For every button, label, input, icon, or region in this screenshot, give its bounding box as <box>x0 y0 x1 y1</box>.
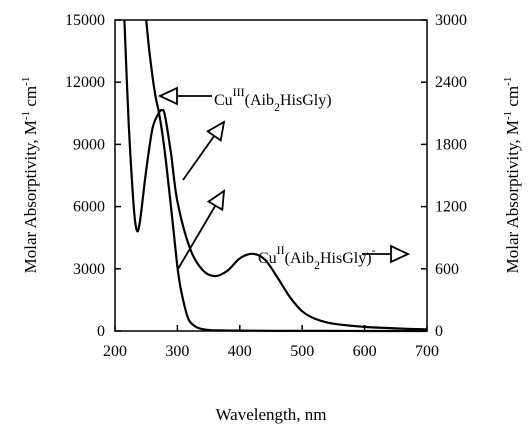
arrow-cu3-left-head <box>157 86 178 106</box>
annotation-base: Cu <box>258 250 277 267</box>
annotation-charge: - <box>372 243 376 257</box>
annotation-cu2: CuII(Aib2HisGly)- <box>258 243 376 272</box>
plot-frame <box>114 19 428 332</box>
right-y-tick-label: 0 <box>435 323 443 340</box>
arrow-cu3-up <box>182 120 226 181</box>
x-tick-label: 700 <box>415 343 439 360</box>
annotation-subscript: 2 <box>314 258 320 272</box>
right-y-tick-label: 1800 <box>435 136 467 153</box>
left-y-tick-label: 9000 <box>73 136 105 153</box>
left-y-title-unit: cm <box>21 86 40 111</box>
annotation-tail: HisGly) <box>280 92 332 109</box>
left-y-title-exp-a: -1 <box>20 111 32 120</box>
right-y-tick-label: 3000 <box>435 12 467 29</box>
arrow-cu3-up-head <box>206 120 226 143</box>
left-y-title-exp-b: -1 <box>20 77 32 86</box>
x-tick-label: 600 <box>353 343 377 360</box>
right-y-title-main: Molar Absorptivity, M <box>503 120 522 273</box>
arrow-cu3-left <box>157 86 212 106</box>
series-line-cu2 <box>123 19 428 331</box>
ticks: 200 300 400 500 600 7000300060009000120001500… <box>65 12 467 360</box>
arrow-cu2-right <box>362 244 411 264</box>
annotation-superscript: II <box>277 243 285 257</box>
annotation-cu3: CuIII(Aib2HisGly) <box>214 85 332 114</box>
arrow-cu2-up-shaft <box>177 205 217 270</box>
x-tick-label: 200 <box>103 343 127 360</box>
arrow-cu2-up-head <box>206 189 226 212</box>
plot-area-border <box>114 19 428 332</box>
annotations: CuIII(Aib2HisGly)CuII(Aib2HisGly)- <box>157 85 411 272</box>
left-y-tick-label: 12000 <box>65 74 105 91</box>
left-y-tick-label: 3000 <box>73 261 105 278</box>
left-y-title-main: Molar Absorptivity, M <box>21 120 40 273</box>
curves <box>123 19 428 333</box>
x-tick-label: 300 <box>165 343 189 360</box>
arrow-cu2-right-head <box>390 244 411 264</box>
left-y-tick-label: 0 <box>97 323 105 340</box>
right-y-title-exp-a: -1 <box>502 111 514 120</box>
x-axis-title: Wavelength, nm <box>216 405 327 424</box>
annotation-base: Cu <box>214 92 233 109</box>
annotation-mid: (Aib <box>245 92 274 109</box>
left-y-axis-title: Molar Absorptivity, M-1 cm-1 <box>20 77 40 274</box>
annotation-mid: (Aib <box>285 250 314 267</box>
annotation-tail: HisGly) <box>320 250 372 267</box>
annotation-superscript: III <box>233 85 245 99</box>
x-tick-label: 500 <box>290 343 314 360</box>
right-y-tick-label: 2400 <box>435 74 467 91</box>
right-y-title-exp-b: -1 <box>502 77 514 86</box>
right-y-axis-title: Molar Absorptivity, M-1 cm-1 <box>502 77 522 274</box>
right-y-tick-label: 1200 <box>435 199 467 216</box>
series-line-cu3 <box>145 19 427 333</box>
arrow-cu2-up <box>177 189 226 270</box>
annotation-subscript: 2 <box>274 100 280 114</box>
left-y-tick-label: 6000 <box>73 199 105 216</box>
arrow-cu3-up-shaft <box>182 135 215 181</box>
right-y-title-unit: cm <box>503 86 522 111</box>
left-y-tick-label: 15000 <box>65 12 105 29</box>
right-y-tick-label: 600 <box>435 261 459 278</box>
x-tick-label: 400 <box>228 343 252 360</box>
